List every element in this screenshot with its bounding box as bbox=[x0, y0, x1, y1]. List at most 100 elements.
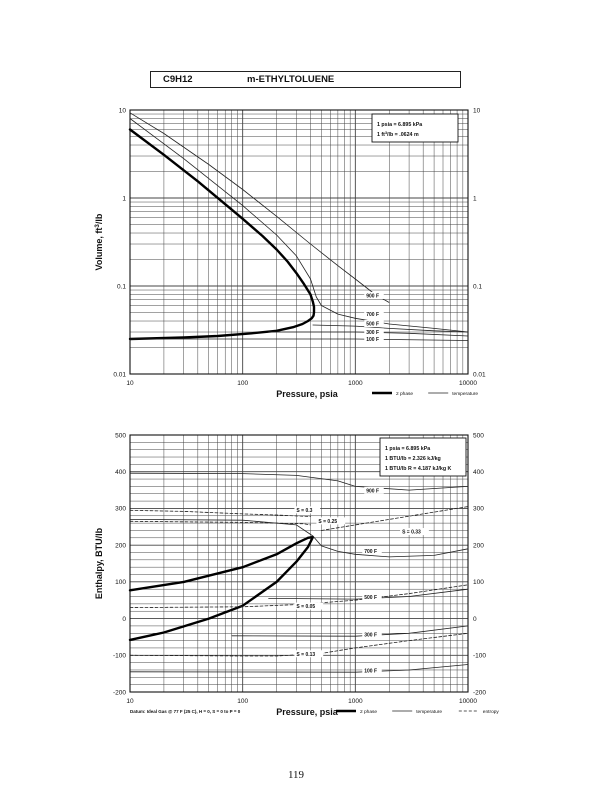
series-line-s-0-3 bbox=[129, 509, 311, 517]
unit-conversion-line: 1 psia = 6.895 kPa bbox=[385, 446, 430, 452]
curve-label: S = 0.3 bbox=[296, 508, 312, 514]
series-line-500-f bbox=[312, 324, 469, 333]
x-axis-label: Pressure, psia bbox=[276, 389, 339, 399]
curve-label-bg bbox=[294, 602, 324, 610]
curve-label-bg bbox=[362, 547, 382, 555]
x-axis-label: Pressure, psia bbox=[276, 707, 339, 717]
plot-frame bbox=[129, 434, 469, 693]
series-line-100-f bbox=[129, 664, 469, 673]
curve-label: 300 F bbox=[366, 330, 379, 336]
curve-label-bg bbox=[362, 667, 382, 675]
y-tick-label-left: -100 bbox=[113, 653, 126, 660]
x-tick-label: 10000 bbox=[459, 380, 477, 387]
y-axis-label: Enthalpy, BTU/lb bbox=[94, 527, 104, 599]
y-tick-label-left: 0.1 bbox=[117, 283, 126, 290]
chemical-formula: C9H12 bbox=[163, 74, 193, 85]
y-tick-label-left: 300 bbox=[115, 506, 126, 513]
curve-label-bg bbox=[362, 631, 382, 639]
series-line-700-f bbox=[129, 118, 469, 333]
x-tick-label: 100 bbox=[237, 698, 248, 705]
y-tick-label-right: 0 bbox=[473, 616, 477, 623]
series-line-500-f bbox=[268, 588, 469, 600]
curve-label: S = 0.25 bbox=[318, 519, 337, 525]
curve-label-bg bbox=[364, 486, 384, 494]
curve-label-bg bbox=[364, 310, 384, 318]
legend-label: temperature bbox=[452, 391, 478, 397]
series-line-700-f bbox=[129, 519, 469, 558]
volume-vs-pressure-chart: 10 100 1000 10000 0.01 0.01 0.1 0.1 1 1 10 10 Pressu… bbox=[94, 107, 486, 399]
grid bbox=[130, 110, 468, 374]
curve-label-bg bbox=[364, 291, 384, 299]
y-tick-label-right: 300 bbox=[473, 506, 484, 513]
x-tick-label: 10 bbox=[126, 698, 134, 705]
y-tick-label-right: 400 bbox=[473, 469, 484, 476]
enthalpy-vs-pressure-chart: 10 100 1000 10000 -200 -200 -100 -100 0 0 100 100 20… bbox=[94, 432, 500, 717]
y-tick-label-right: 100 bbox=[473, 579, 484, 586]
series-group bbox=[128, 472, 469, 673]
unit-conversion-line: 1 psia = 6.895 kPa bbox=[377, 122, 422, 128]
y-tick-label-left: 0 bbox=[122, 616, 126, 623]
y-tick-label-left: 100 bbox=[115, 579, 126, 586]
curve-label-bg bbox=[362, 593, 382, 601]
unit-conversion-box bbox=[371, 113, 459, 143]
unit-conversion-line: 1 ft3/lb = .0624 m bbox=[377, 131, 419, 138]
page-number: 119 bbox=[287, 769, 305, 781]
y-tick-label-left: 10 bbox=[119, 107, 127, 114]
y-tick-label-right: 0.1 bbox=[473, 283, 482, 290]
series-line-900-f bbox=[129, 472, 469, 491]
curve-label: 500 F bbox=[364, 595, 377, 601]
y-tick-label-left: 0.01 bbox=[113, 371, 126, 378]
series-line-900-f bbox=[129, 112, 390, 303]
curve-label-bg bbox=[364, 328, 384, 336]
y-tick-label-left: 400 bbox=[115, 469, 126, 476]
y-tick-label-right: -200 bbox=[473, 689, 486, 696]
y-tick-label-right: -100 bbox=[473, 653, 486, 660]
curve-label-bg bbox=[294, 650, 324, 658]
curve-label-bg bbox=[364, 320, 384, 328]
curve-label: 500 F bbox=[366, 322, 379, 328]
series-line-s-0-05 bbox=[129, 584, 469, 609]
y-tick-label-right: 0.01 bbox=[473, 371, 486, 378]
unit-conversion-box bbox=[379, 437, 467, 477]
legend-label: entropy bbox=[483, 709, 500, 715]
x-tick-label: 1000 bbox=[348, 380, 363, 387]
curve-label-bg bbox=[364, 335, 384, 343]
y-tick-label-right: 1 bbox=[473, 195, 477, 202]
legend-label: temperature bbox=[416, 709, 442, 715]
y-tick-label-left: 1 bbox=[122, 195, 126, 202]
curve-label: S = 0.05 bbox=[296, 604, 315, 610]
series-line-100-f bbox=[129, 338, 469, 341]
curve-label: 100 F bbox=[366, 337, 379, 343]
curve-label: 100 F bbox=[364, 669, 377, 675]
x-tick-label: 10000 bbox=[459, 698, 477, 705]
x-tick-label: 100 bbox=[237, 380, 248, 387]
legend-label: 2 phase bbox=[396, 391, 413, 397]
series-group bbox=[128, 112, 469, 341]
y-tick-label-left: 500 bbox=[115, 432, 126, 439]
x-tick-label: 10 bbox=[126, 380, 134, 387]
curve-label: S = 0.33 bbox=[402, 530, 421, 536]
curve-label-bg bbox=[316, 517, 346, 525]
y-tick-label-right: 500 bbox=[473, 432, 484, 439]
chart-title-box: C9H12 m-ETHYLTOLUENE bbox=[150, 71, 461, 88]
x-tick-label: 1000 bbox=[348, 698, 363, 705]
curve-label: 900 F bbox=[366, 488, 379, 494]
compound-name: m-ETHYLTOLUENE bbox=[247, 74, 335, 85]
curve-label: S = 0.13 bbox=[296, 652, 315, 658]
curve-label-bg bbox=[400, 528, 429, 536]
datum-footnote: Datum: Ideal Gas @ 77 F (25 C), H = 0, S… bbox=[130, 709, 241, 714]
series-line-s-0-33 bbox=[320, 506, 469, 531]
unit-conversion-line: 1 BTU/lb R = 4.187 kJ/kg K bbox=[385, 466, 452, 472]
series-line-300-f bbox=[231, 625, 469, 637]
curve-label: 300 F bbox=[364, 633, 377, 639]
legend-label: 2 phase bbox=[360, 709, 377, 715]
curve-label: 700 F bbox=[366, 312, 379, 318]
unit-conversion-line: 1 BTU/lb = 2.326 kJ/kg bbox=[385, 456, 441, 462]
series-line-2-phase bbox=[128, 535, 315, 642]
curve-label-bg bbox=[294, 506, 321, 514]
plot-frame bbox=[129, 109, 469, 375]
curve-label: 700 F bbox=[364, 549, 377, 555]
y-tick-label-left: -200 bbox=[113, 689, 126, 696]
y-axis-label: Volume, ft3/lb bbox=[94, 213, 104, 270]
series-line-2-phase bbox=[128, 128, 316, 341]
